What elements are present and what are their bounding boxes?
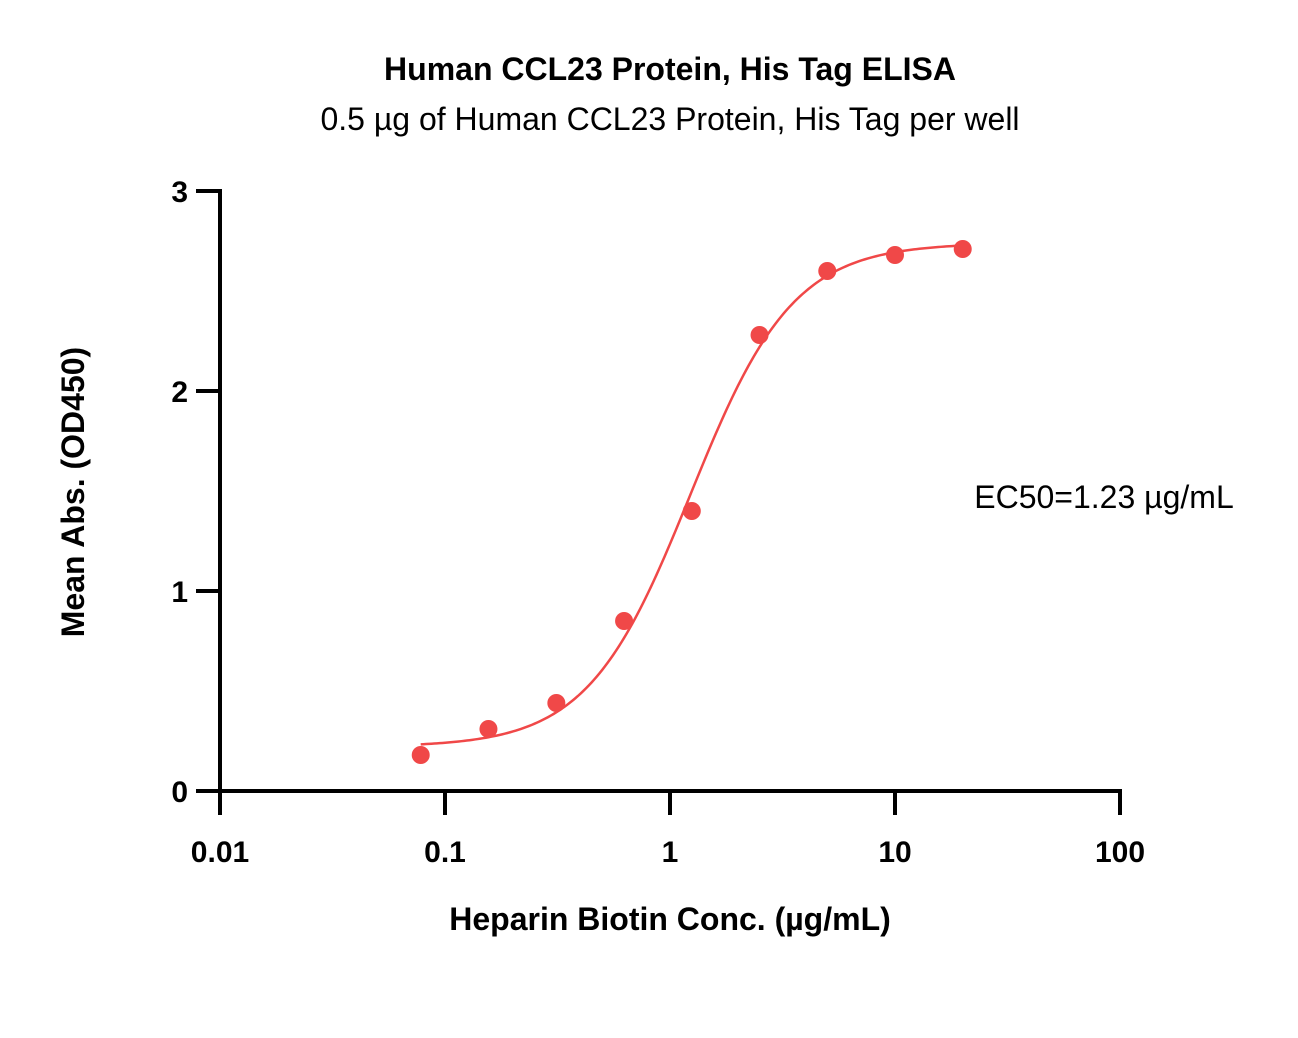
x-ticks: 0.01 0.1 1 10 100: [191, 791, 1145, 869]
x-tick-label: 0.01: [191, 836, 249, 869]
fit-curve: [420, 244, 963, 746]
data-point: [479, 720, 498, 738]
data-point: [682, 502, 701, 520]
y-ticks: 0 1 2 3: [171, 176, 220, 809]
x-tick-label: 0.1: [424, 836, 466, 869]
y-axis: 0 1 2 3: [171, 176, 222, 809]
chart-title: Human CCL23 Protein, His Tag ELISA: [384, 51, 956, 87]
data-point: [615, 612, 634, 630]
data-point: [818, 262, 837, 280]
ec50-annotation: EC50=1.23 µg/mL: [974, 479, 1233, 515]
data-point: [411, 746, 430, 764]
y-tick-label: 0: [171, 776, 188, 809]
y-tick-label: 1: [171, 576, 188, 609]
y-axis-label: Mean Abs. (OD450): [55, 347, 91, 637]
chart-subtitle: 0.5 µg of Human CCL23 Protein, His Tag p…: [320, 101, 1019, 137]
x-axis-label: Heparin Biotin Conc. (µg/mL): [449, 901, 891, 937]
data-point: [953, 240, 972, 258]
x-tick-label: 100: [1095, 836, 1145, 869]
data-point: [547, 694, 566, 712]
plot-area: [411, 240, 972, 764]
y-tick-label: 2: [171, 376, 188, 409]
x-tick-label: 1: [662, 836, 679, 869]
x-tick-label: 10: [878, 836, 911, 869]
y-tick-label: 3: [171, 176, 188, 209]
data-point: [750, 326, 769, 344]
x-axis: 0.01 0.1 1 10 100: [191, 789, 1145, 869]
data-point: [886, 246, 904, 264]
